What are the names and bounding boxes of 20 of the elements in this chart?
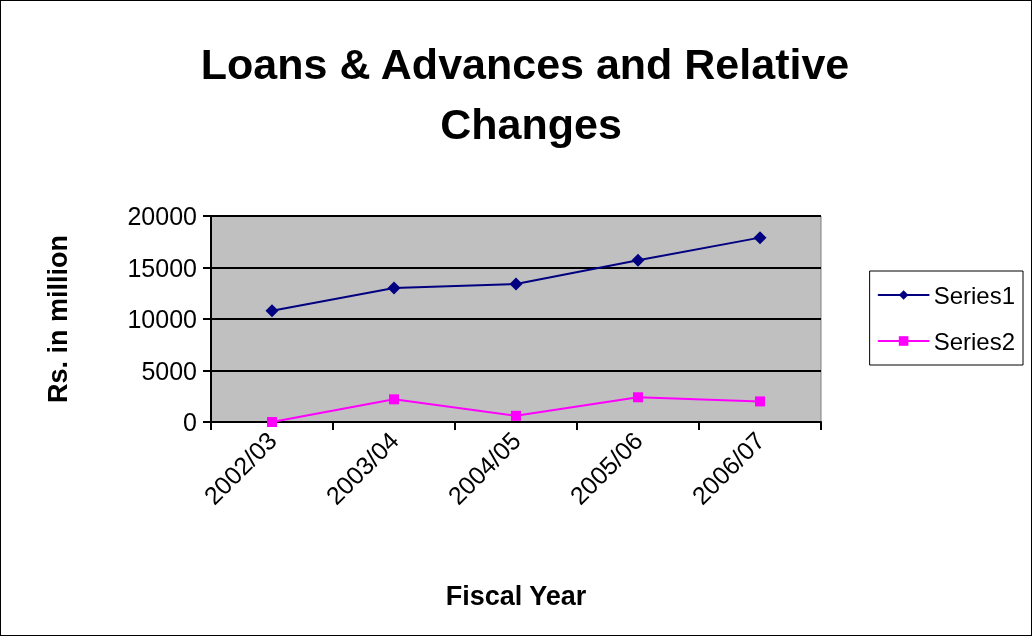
y-tick-label: 0 [183,408,197,436]
point [631,253,645,267]
legend-label: Series2 [933,327,1015,355]
y-tick-label: 15000 [127,253,197,282]
y-tick-label: 10000 [127,305,197,333]
legend-label: Series1 [933,281,1015,309]
y-axis-title: Rs. in million [42,234,73,404]
point [633,392,643,403]
x-axis-title: Fiscal Year [445,580,587,611]
y-tick-label: 20000 [127,202,197,230]
point [267,417,277,427]
y-tick-label: 5000 [141,356,197,385]
point [389,394,399,405]
chart-title: Loans & Advances and Relative Changes [200,40,862,148]
point [511,410,521,421]
point [387,281,401,295]
point [755,396,765,407]
point [753,231,767,245]
point [265,304,279,318]
point [509,277,523,291]
